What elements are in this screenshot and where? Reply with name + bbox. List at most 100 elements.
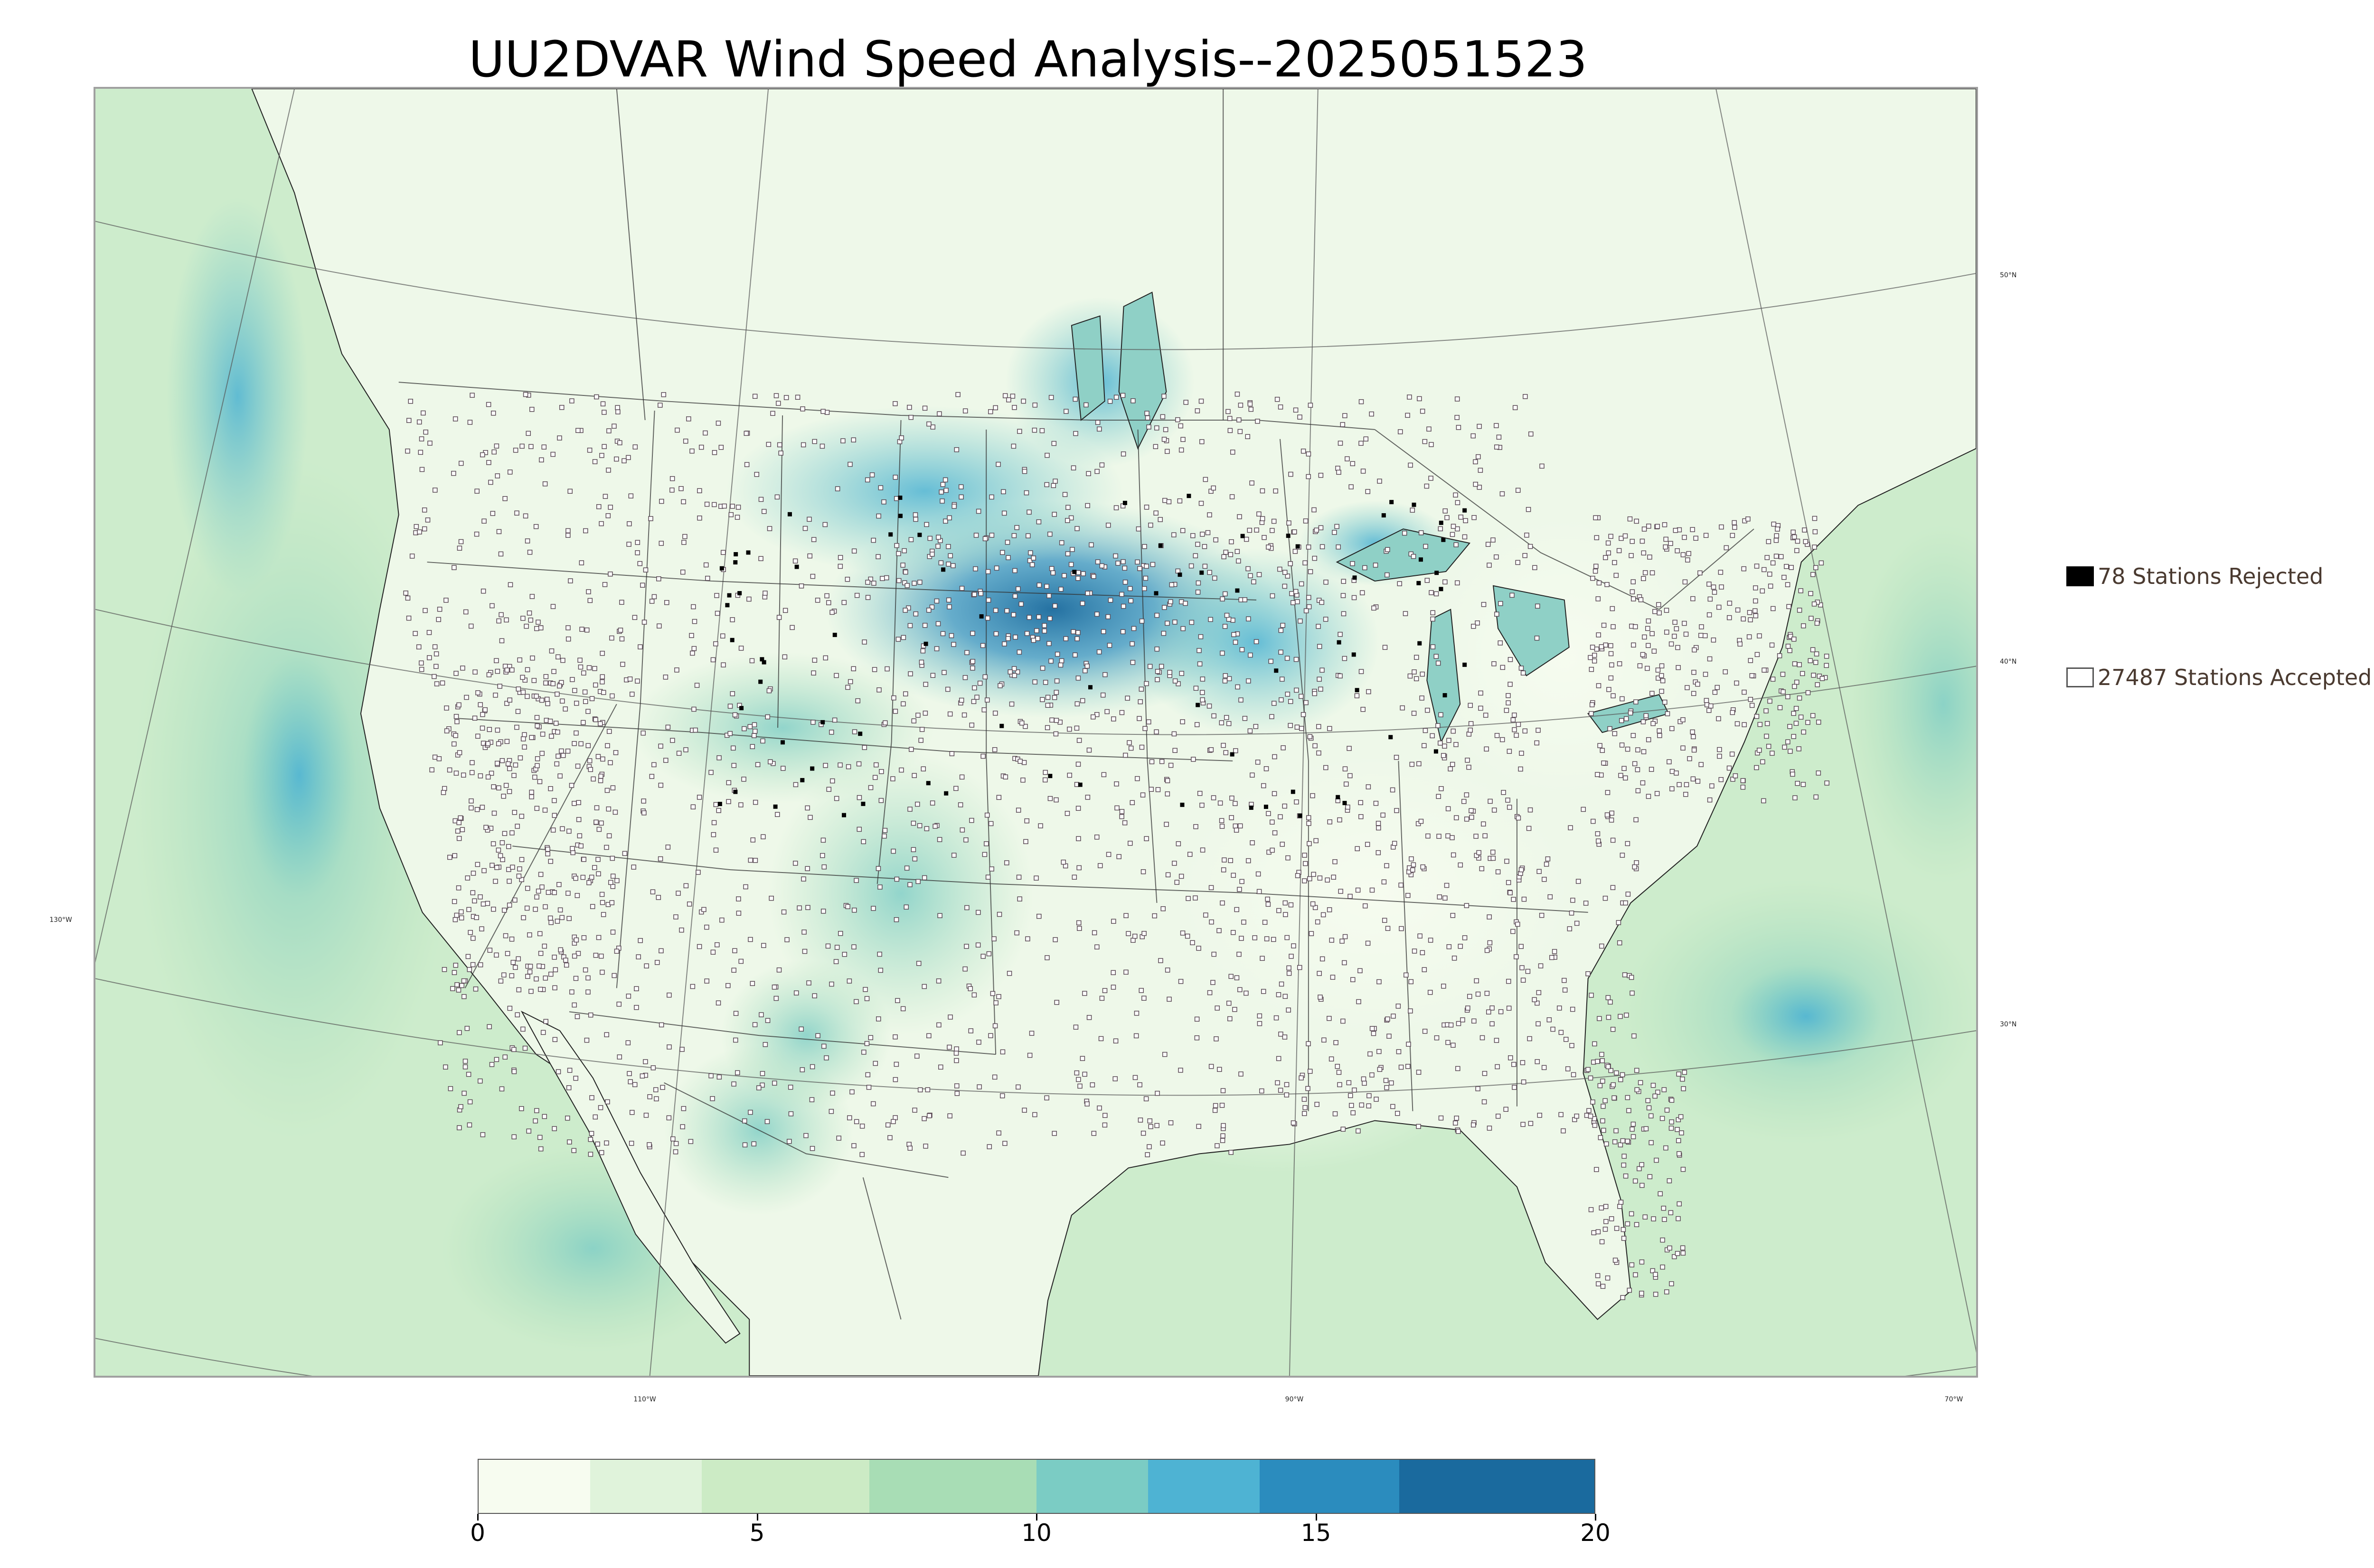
station-accepted-marker xyxy=(901,635,906,640)
station-accepted-marker xyxy=(1634,1222,1639,1227)
station-accepted-marker xyxy=(444,705,449,711)
station-accepted-marker xyxy=(1213,537,1218,543)
station-accepted-marker xyxy=(742,1142,748,1147)
station-accepted-marker xyxy=(1272,791,1277,797)
station-markers xyxy=(403,391,1829,1300)
station-accepted-marker xyxy=(947,604,952,610)
station-accepted-marker xyxy=(1002,641,1007,647)
station-accepted-marker xyxy=(903,691,908,696)
station-accepted-marker xyxy=(1444,515,1450,520)
station-accepted-marker xyxy=(1726,765,1732,771)
station-accepted-marker xyxy=(1629,975,1634,980)
station-accepted-marker xyxy=(559,915,565,920)
station-accepted-marker xyxy=(1477,485,1482,490)
station-accepted-marker xyxy=(629,1141,634,1146)
station-accepted-marker xyxy=(1249,480,1254,486)
station-accepted-marker xyxy=(1703,533,1709,538)
station-accepted-marker xyxy=(1621,1236,1627,1241)
station-accepted-marker xyxy=(1605,790,1611,795)
station-accepted-marker xyxy=(1226,1000,1232,1006)
station-rejected-marker xyxy=(1412,502,1416,507)
station-accepted-marker xyxy=(419,436,424,441)
station-accepted-marker xyxy=(1134,1011,1140,1016)
station-accepted-marker xyxy=(1662,522,1667,527)
station-accepted-marker xyxy=(550,827,556,833)
station-accepted-marker xyxy=(773,393,779,398)
station-accepted-marker xyxy=(878,967,883,973)
station-accepted-marker xyxy=(552,890,557,895)
station-accepted-marker xyxy=(1200,697,1205,703)
station-accepted-marker xyxy=(1685,557,1690,563)
station-accepted-marker xyxy=(1269,714,1274,719)
station-accepted-marker xyxy=(1469,815,1474,820)
station-accepted-marker xyxy=(524,623,529,629)
station-accepted-marker xyxy=(1383,1078,1389,1083)
station-accepted-marker xyxy=(567,488,573,494)
station-accepted-marker xyxy=(670,738,675,743)
station-accepted-marker xyxy=(1623,716,1629,722)
station-accepted-marker xyxy=(939,489,944,495)
station-accepted-marker xyxy=(697,944,702,949)
station-accepted-marker xyxy=(1358,399,1364,404)
station-accepted-marker xyxy=(610,693,615,699)
station-accepted-marker xyxy=(1761,798,1766,804)
station-accepted-marker xyxy=(1660,1237,1665,1243)
station-accepted-marker xyxy=(989,494,994,500)
station-accepted-marker xyxy=(1436,834,1441,839)
station-accepted-marker xyxy=(761,943,766,948)
station-accepted-marker xyxy=(1625,1138,1630,1144)
station-accepted-marker xyxy=(529,794,534,799)
station-accepted-marker xyxy=(1317,971,1322,976)
station-accepted-marker xyxy=(1411,554,1416,559)
station-accepted-marker xyxy=(538,950,544,956)
station-accepted-marker xyxy=(742,1118,747,1124)
station-accepted-marker xyxy=(1236,951,1242,957)
station-rejected-marker xyxy=(733,789,738,794)
station-accepted-marker xyxy=(1526,507,1531,512)
station-accepted-marker xyxy=(927,1113,932,1118)
station-accepted-marker xyxy=(580,874,586,880)
station-accepted-marker xyxy=(1484,746,1489,752)
station-accepted-marker xyxy=(1130,800,1135,805)
station-accepted-marker xyxy=(1794,548,1799,554)
station-accepted-marker xyxy=(1691,734,1696,740)
station-accepted-marker xyxy=(452,565,457,570)
station-accepted-marker xyxy=(1168,1120,1174,1126)
station-accepted-marker xyxy=(922,984,927,989)
station-accepted-marker xyxy=(1490,855,1496,861)
station-accepted-marker xyxy=(807,516,812,522)
station-accepted-marker xyxy=(894,496,899,501)
station-accepted-marker xyxy=(1137,716,1142,721)
station-accepted-marker xyxy=(1657,610,1662,616)
station-accepted-marker xyxy=(937,913,942,918)
station-accepted-marker xyxy=(716,755,722,761)
station-accepted-marker xyxy=(1099,462,1105,468)
station-accepted-marker xyxy=(643,1112,649,1118)
station-accepted-marker xyxy=(1407,394,1412,400)
station-accepted-marker xyxy=(1677,782,1682,788)
station-rejected-marker xyxy=(1351,652,1356,657)
station-accepted-marker xyxy=(1630,1134,1636,1139)
station-accepted-marker xyxy=(1292,529,1297,535)
station-accepted-marker xyxy=(1583,901,1589,906)
station-accepted-marker xyxy=(525,667,530,673)
station-accepted-marker xyxy=(1014,930,1019,936)
station-accepted-marker xyxy=(993,1000,999,1005)
station-accepted-marker xyxy=(494,865,499,870)
station-accepted-marker xyxy=(1585,1067,1591,1072)
station-accepted-marker xyxy=(1634,860,1639,865)
lat-label-30n: 30°N xyxy=(2000,1021,2017,1028)
station-accepted-marker xyxy=(1571,1072,1576,1078)
station-accepted-marker xyxy=(878,485,884,490)
station-accepted-marker xyxy=(1430,644,1436,649)
station-accepted-marker xyxy=(1099,995,1105,1001)
station-accepted-marker xyxy=(1601,761,1606,766)
station-accepted-marker xyxy=(534,894,539,900)
station-accepted-marker xyxy=(1645,626,1650,631)
station-accepted-marker xyxy=(1122,820,1128,826)
station-accepted-marker xyxy=(1140,792,1146,798)
station-accepted-marker xyxy=(1077,926,1082,931)
station-accepted-marker xyxy=(405,448,410,454)
station-accepted-marker xyxy=(1410,867,1415,873)
station-accepted-marker xyxy=(497,684,502,689)
